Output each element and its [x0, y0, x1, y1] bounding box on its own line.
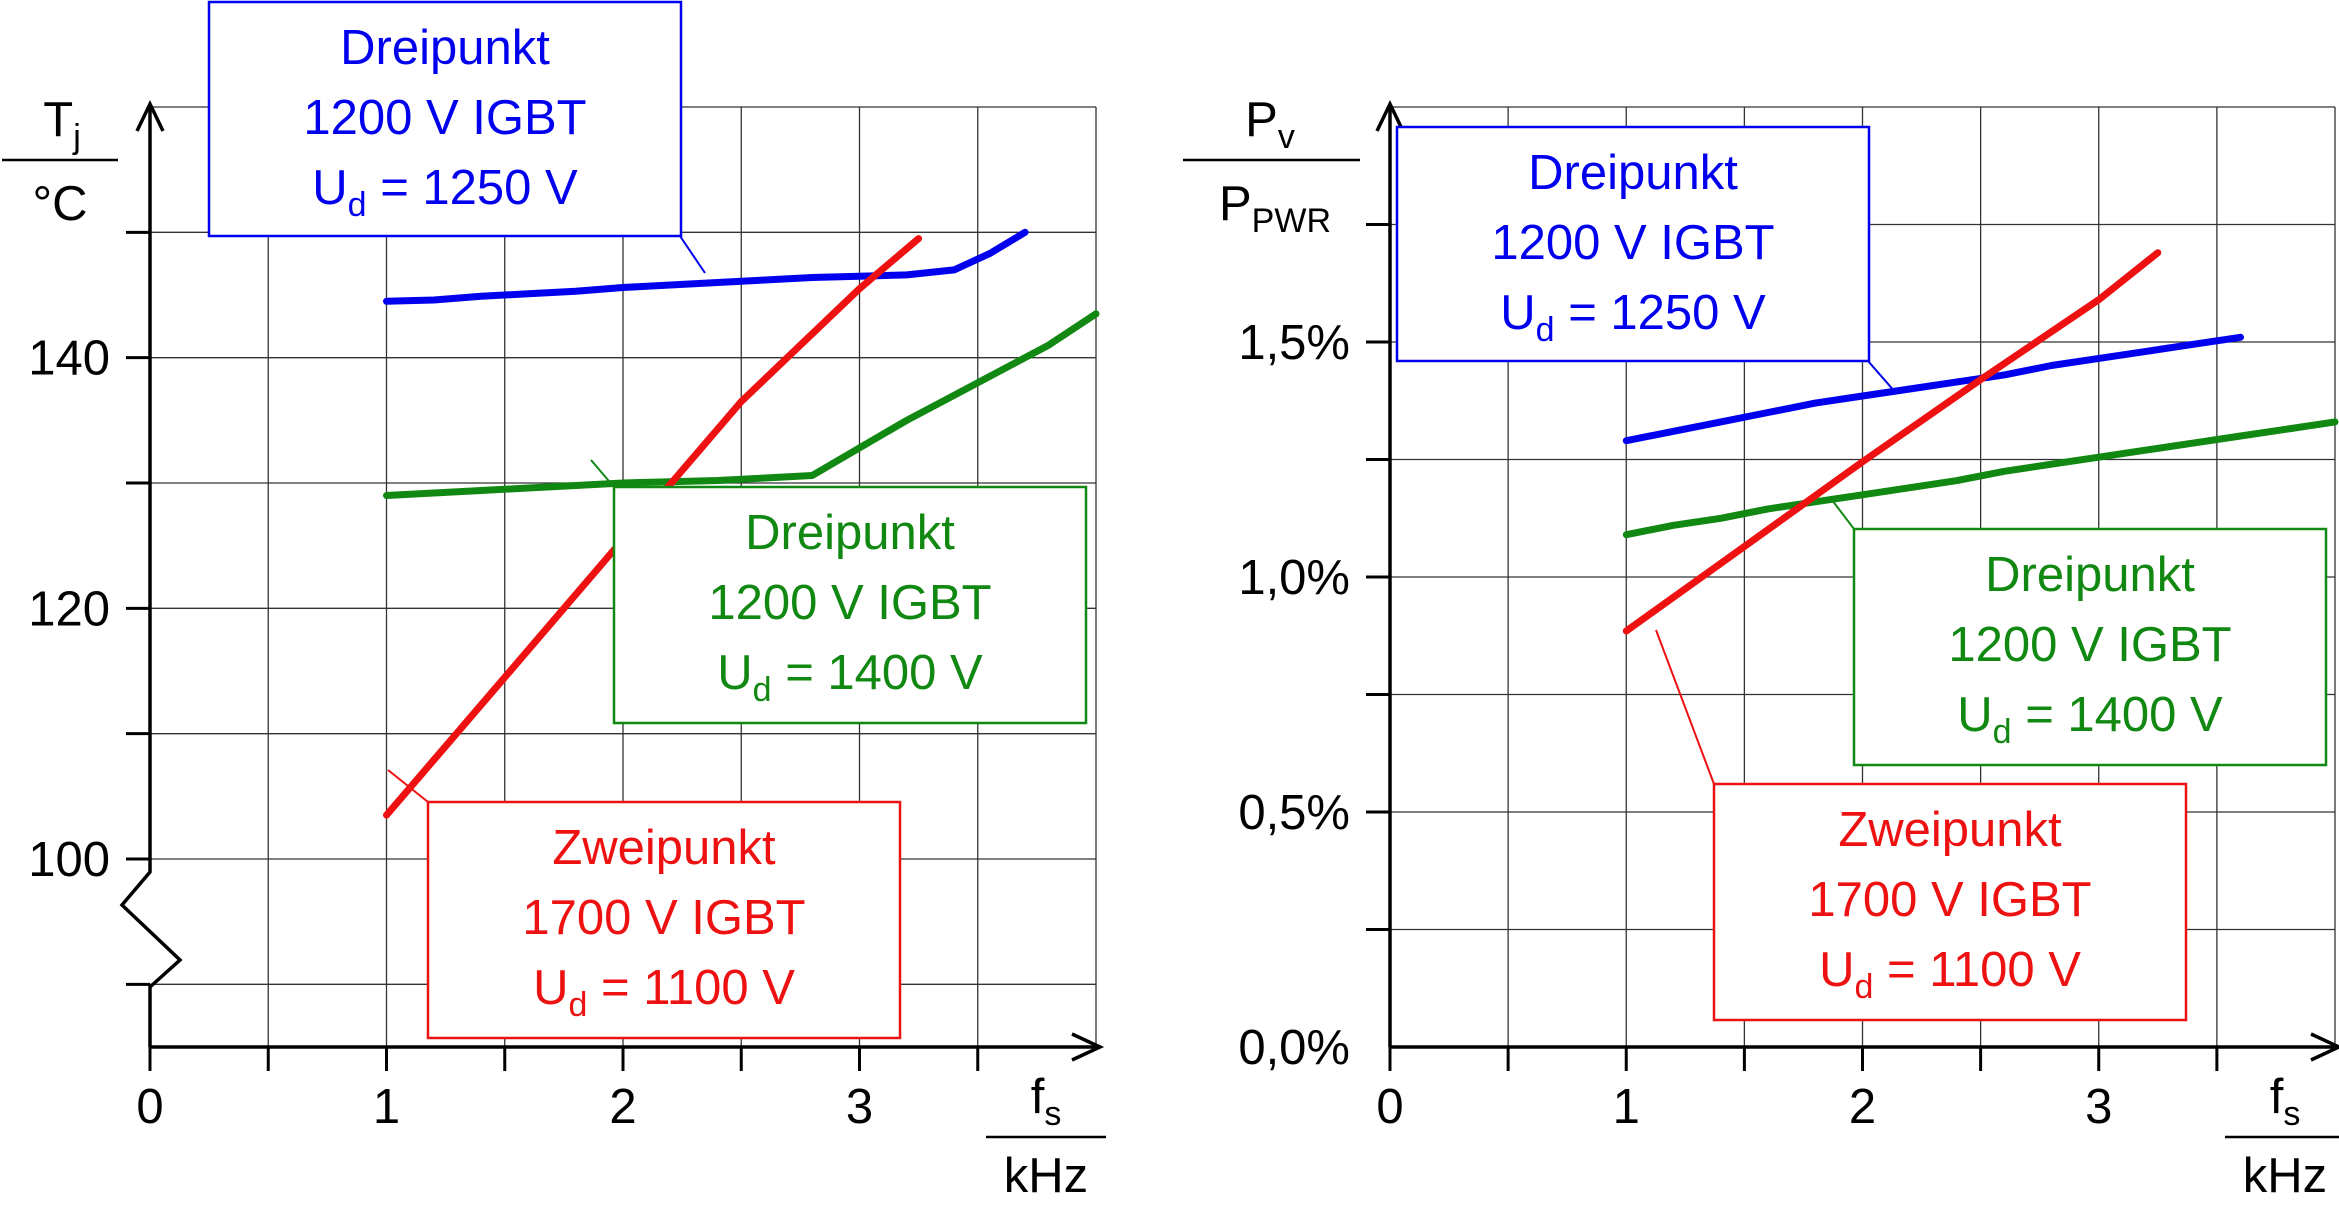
series-label-line3-main: U: [1957, 688, 1992, 742]
x-tick-label: 1: [1613, 1080, 1640, 1134]
x-axis-label: fs: [1031, 1070, 1062, 1133]
series-label-line1: Dreipunkt: [745, 506, 955, 560]
series-label-leader-line: [679, 235, 706, 274]
x-tick-label: 1: [373, 1080, 400, 1134]
x-axis-label-main: f: [1031, 1070, 1045, 1124]
series-label-leader-line: [1867, 360, 1897, 394]
series-label-line3: Ud = 1100 V: [533, 961, 795, 1024]
series-label-line3-sub: d: [1536, 311, 1555, 349]
series-label-box: [612, 485, 1088, 725]
y-tick-label: 0,5%: [1238, 786, 1350, 840]
y-axis-arrowhead: [135, 99, 165, 132]
x-axis-unit: kHz: [1004, 1149, 1088, 1203]
x-axis-arrowhead: [1071, 1032, 1105, 1062]
x-tick-label: 3: [846, 1080, 873, 1134]
series-label-line3: Ud = 1400 V: [1957, 688, 2223, 751]
chart-left: 0 1 2 3 fs kHz 100 120 140 Tj °C Dreipunkt 1200 V IG…: [2, 0, 1106, 1203]
series-label-line3-main: U: [312, 161, 347, 215]
series-label-line3-rest: = 1100 V: [587, 961, 795, 1015]
series-label-line3-rest: = 1250 V: [367, 161, 578, 215]
y-axis-unit: °C: [33, 177, 88, 231]
series-label-line1: Zweipunkt: [552, 821, 776, 875]
series-label-leader-line: [387, 769, 429, 803]
series-label-line3-main: U: [1500, 286, 1535, 340]
chart-right: 0 1 2 3 fskHz0,0%0,5%1,0%1,5%PvPPWRDreipunkt…: [1183, 93, 2339, 1203]
series-label-line1: Dreipunkt: [1528, 146, 1738, 200]
y-axis-label-main: P: [1245, 93, 1278, 147]
y-axis-label-sub: v: [1278, 118, 1295, 156]
series-line: [1622, 418, 2339, 539]
y-axis-label-main: T: [43, 93, 73, 147]
series-label-line2: 1700 V IGBT: [522, 891, 805, 945]
series-line: [383, 235, 923, 819]
series-line: [383, 228, 1029, 305]
x-axis-label-main: f: [2270, 1070, 2284, 1124]
series-label-line2: 1200 V IGBT: [1948, 618, 2231, 672]
series-label-line3: Ud = 1250 V: [1500, 286, 1766, 349]
x-axis-label-sub: s: [2283, 1095, 2300, 1133]
series-label-line3-sub: d: [1854, 968, 1873, 1006]
x-tick-label: 2: [1849, 1080, 1876, 1134]
series-label-line2: 1200 V IGBT: [708, 576, 991, 630]
x-axis-label-sub: s: [1044, 1095, 1061, 1133]
series-label-line3-main: U: [717, 646, 752, 700]
series-label-line3: Ud = 1100 V: [1819, 943, 2081, 1006]
y-axis-label: Tj: [43, 93, 81, 156]
series-label-line3-main: U: [533, 961, 568, 1015]
x-tick-label: 0: [136, 1080, 163, 1134]
series-label-box: [207, 0, 683, 238]
y-tick-label: 120: [28, 582, 110, 636]
x-tick-label: 2: [609, 1080, 636, 1134]
series-label-line2: 1200 V IGBT: [1491, 216, 1774, 270]
series-label-box: [1395, 125, 1871, 363]
x-tick-label: 3: [2085, 1080, 2112, 1134]
series-label-line3: Ud = 1250 V: [312, 161, 578, 224]
series-label-line1: Dreipunkt: [340, 21, 550, 75]
y-tick-label: 1,5%: [1238, 316, 1350, 370]
series-label-leader-line: [590, 459, 615, 488]
y-axis-label-den-sub: PWR: [1252, 202, 1331, 240]
series-label-line3-main: U: [1819, 943, 1854, 997]
series-label-line1: Zweipunkt: [1838, 803, 2062, 857]
series-label-line3-rest: = 1400 V: [2012, 688, 2223, 742]
y-tick-label: 100: [28, 833, 110, 887]
y-axis-label: Pv: [1245, 93, 1295, 156]
series-label-line3-rest: = 1100 V: [1873, 943, 2081, 997]
series-label-box: [1712, 782, 2188, 1022]
series-label-line2: 1700 V IGBT: [1808, 873, 2091, 927]
series-label-leader-line: [1655, 629, 1715, 785]
x-tick-label: 0: [1376, 1080, 1403, 1134]
series-label-line2: 1200 V IGBT: [303, 91, 586, 145]
x-axis-unit: kHz: [2243, 1149, 2327, 1203]
series-label-box: [1852, 527, 2328, 767]
y-tick-label: 0,0%: [1238, 1021, 1350, 1075]
series-label-line3-sub: d: [348, 186, 367, 224]
y-axis-line-broken: [119, 104, 183, 1047]
y-axis-label-den-main: P: [1219, 177, 1252, 231]
y-tick-label: 1,0%: [1238, 551, 1350, 605]
series-label-box: [426, 800, 902, 1040]
y-axis-label-denominator: PPWR: [1219, 177, 1331, 240]
series-label-leader-line: [1831, 499, 1855, 530]
y-tick-label: 140: [28, 332, 110, 386]
series-label-line3-sub: d: [1993, 713, 2012, 751]
series-label-line3: Ud = 1400 V: [717, 646, 983, 709]
series-line: [383, 310, 1100, 499]
series-label-line3-rest: = 1400 V: [772, 646, 983, 700]
series-label-line3-sub: d: [568, 986, 587, 1024]
y-axis-label-sub: j: [72, 118, 81, 156]
series-label-line1: Dreipunkt: [1985, 548, 2195, 602]
series-line: [1622, 333, 2244, 445]
x-axis-arrowhead: [2310, 1032, 2339, 1062]
series-line: [1622, 249, 2162, 635]
y-axis-arrowhead: [1375, 99, 1405, 132]
series-label-line3-rest: = 1250 V: [1555, 286, 1766, 340]
series-label-line3-sub: d: [753, 671, 772, 709]
x-axis-label: fs: [2270, 1070, 2301, 1133]
